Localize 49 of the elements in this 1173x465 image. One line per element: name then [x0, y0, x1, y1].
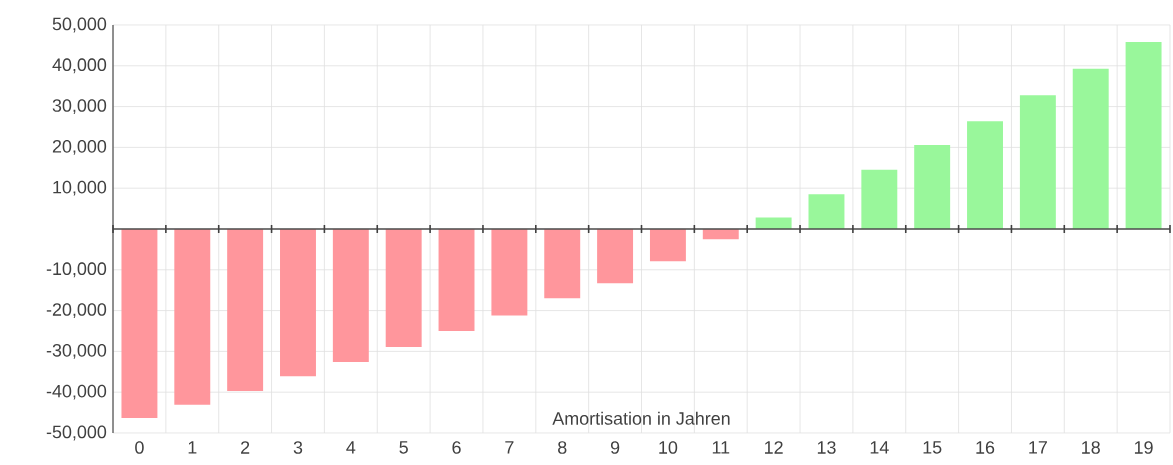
bar	[385, 228, 422, 347]
x-tick-label: 12	[765, 441, 783, 454]
bar	[438, 228, 475, 331]
bar	[121, 228, 158, 418]
y-tick-label: -20,000	[46, 303, 107, 318]
y-tick-label: 10,000	[53, 180, 107, 196]
x-tick-label: 11	[712, 441, 730, 454]
x-tick-label: 3	[293, 441, 303, 454]
bar	[280, 228, 316, 377]
x-tick-label: 9	[610, 441, 620, 454]
bar	[174, 228, 211, 405]
y-tick-label: 50,000	[52, 17, 107, 33]
x-tick-label: 18	[1082, 441, 1100, 454]
bar	[861, 169, 898, 229]
y-tick-label: -10,000	[46, 262, 107, 278]
x-tick-label: 5	[399, 441, 408, 454]
bar	[1019, 95, 1056, 229]
bar	[227, 228, 264, 391]
bar	[544, 228, 581, 299]
x-tick-label: 7	[505, 441, 514, 454]
bar	[914, 144, 951, 229]
bar	[332, 228, 369, 362]
x-tick-label: 8	[558, 441, 567, 454]
x-tick-label: 14	[870, 441, 889, 454]
x-tick-label: 2	[241, 441, 250, 454]
x-tick-label: 6	[452, 441, 461, 454]
x-tick-label: 0	[135, 441, 144, 454]
x-tick-label: 1	[188, 441, 197, 454]
x-axis-title: Amortisation in Jahren	[552, 411, 730, 425]
bar	[808, 194, 845, 229]
bar	[1072, 68, 1109, 229]
y-tick-label: -30,000	[46, 343, 107, 359]
bar	[967, 121, 1003, 229]
y-tick-label: 40,000	[52, 58, 107, 74]
bar	[649, 228, 686, 262]
bar	[1125, 42, 1162, 229]
x-tick-label: 17	[1029, 441, 1047, 454]
x-tick-label: 10	[659, 441, 678, 454]
y-tick-label: -40,000	[46, 384, 107, 400]
x-tick-label: 13	[817, 441, 836, 454]
y-tick-label: -50,000	[46, 425, 107, 441]
x-tick-label: 16	[976, 441, 995, 454]
y-tick-label: 20,000	[52, 139, 107, 155]
y-tick-label: 30,000	[52, 99, 107, 114]
x-tick-label: 4	[346, 441, 356, 454]
x-tick-label: 15	[923, 441, 942, 454]
bar	[491, 228, 528, 316]
bar	[597, 228, 634, 284]
x-tick-label: 19	[1134, 441, 1153, 454]
